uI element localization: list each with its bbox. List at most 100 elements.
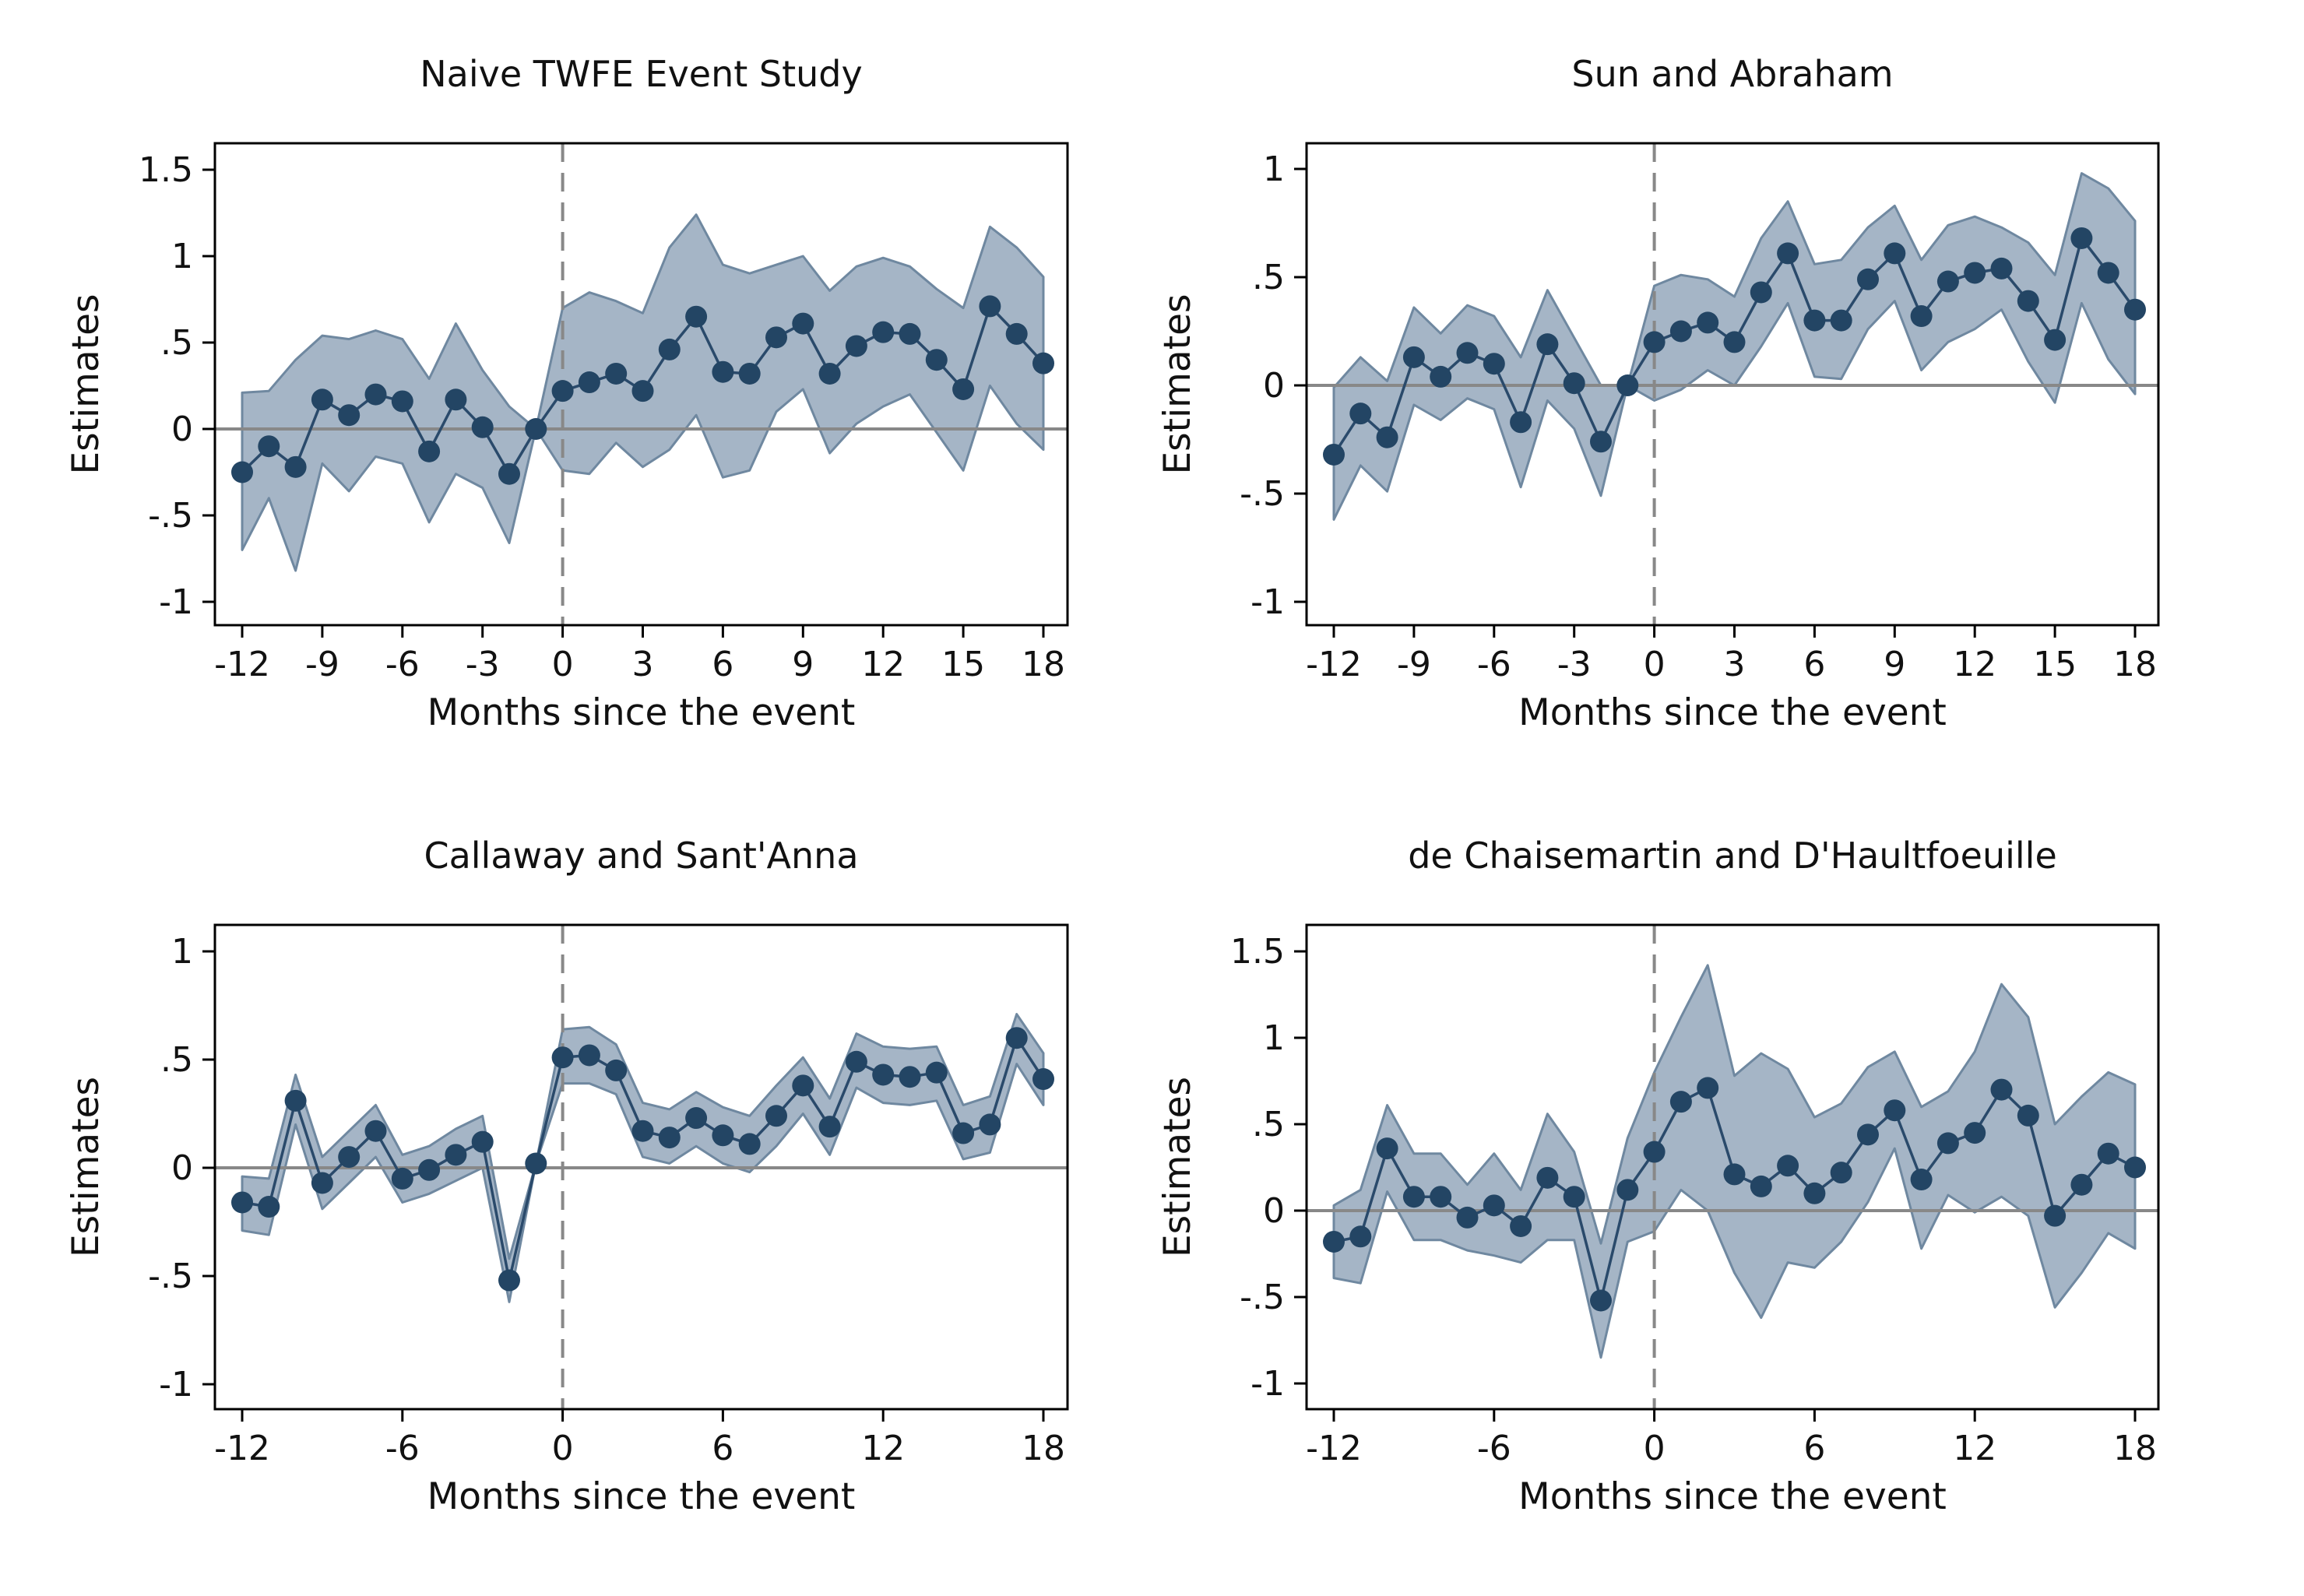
estimate-point xyxy=(1616,374,1639,396)
y-tick-label: -.5 xyxy=(1240,1278,1285,1317)
x-tick-label: -12 xyxy=(1306,1429,1362,1468)
x-tick-label: -12 xyxy=(1306,645,1362,684)
estimate-point xyxy=(658,1127,681,1149)
panel-3: -1 -.5 0 .5 1 -12 -6 0 6 12 18 Callaway and Sant'An… xyxy=(65,835,1069,1518)
estimate-point xyxy=(2097,262,2119,284)
estimate-point xyxy=(1830,309,1852,332)
x-tick-label: 0 xyxy=(1644,1429,1666,1468)
plot-frame xyxy=(213,142,1069,627)
estimate-point xyxy=(1697,311,1719,334)
estimate-point xyxy=(1910,305,1933,328)
estimate-point xyxy=(925,1061,948,1084)
estimate-point xyxy=(1830,1162,1852,1184)
chart-title: Naive TWFE Event Study xyxy=(420,53,862,95)
estimate-point xyxy=(2017,1104,2039,1127)
x-tick-label: -3 xyxy=(1557,645,1592,684)
x-tick-label: 6 xyxy=(1803,1429,1825,1468)
y-tick-label: .5 xyxy=(1252,1105,1285,1144)
estimate-point xyxy=(2070,227,2093,249)
estimate-point xyxy=(1323,1230,1345,1253)
estimate-point xyxy=(792,1074,814,1097)
y-tick-label: -1 xyxy=(159,1365,193,1404)
x-axis-label: Months since the event xyxy=(427,1475,856,1518)
estimate-point xyxy=(1483,353,1505,375)
estimate-point xyxy=(2044,1204,2067,1227)
estimate-point xyxy=(1563,372,1585,395)
estimate-point xyxy=(1723,331,1746,353)
estimate-point xyxy=(2017,290,2039,312)
estimate-point xyxy=(471,1130,494,1153)
estimate-point xyxy=(765,1105,787,1127)
plot-frame xyxy=(1305,923,2160,1411)
estimate-point xyxy=(1803,309,1826,332)
estimate-point xyxy=(1643,331,1666,353)
estimate-point xyxy=(311,388,333,411)
y-tick-label: -.5 xyxy=(148,496,193,536)
estimate-point xyxy=(1430,365,1452,388)
estimate-point xyxy=(1777,242,1799,265)
x-tick-label: 6 xyxy=(712,1429,733,1468)
estimate-point xyxy=(1536,333,1559,356)
x-tick-label: -12 xyxy=(214,645,270,684)
x-tick-label: 3 xyxy=(632,645,654,684)
plot-area xyxy=(1307,143,2158,625)
estimate-point xyxy=(738,1133,761,1155)
x-tick-label: 0 xyxy=(552,645,574,684)
estimate-point xyxy=(712,360,734,383)
estimate-point xyxy=(1456,1206,1479,1229)
estimate-point xyxy=(899,322,921,345)
estimate-point xyxy=(418,440,441,462)
estimate-point xyxy=(1032,1068,1054,1091)
estimate-point xyxy=(1643,1141,1666,1163)
x-tick-label: 18 xyxy=(2113,1429,2157,1468)
x-tick-label: 12 xyxy=(1953,645,1996,684)
estimate-point xyxy=(792,312,814,335)
y-axis-label: Estimates xyxy=(1156,294,1199,474)
estimate-point xyxy=(685,1107,708,1130)
y-tick-label: .5 xyxy=(1252,258,1285,297)
estimate-point xyxy=(738,362,761,385)
estimate-point xyxy=(338,404,361,427)
estimate-point xyxy=(1990,1078,2013,1101)
estimate-point xyxy=(1376,426,1398,448)
estimate-point xyxy=(1697,1077,1719,1099)
estimate-point xyxy=(2070,1173,2093,1196)
y-tick-label: -.5 xyxy=(1240,474,1285,514)
estimate-point xyxy=(1456,342,1479,364)
estimate-point xyxy=(364,1120,387,1142)
estimate-point xyxy=(872,1063,895,1086)
estimate-point xyxy=(712,1124,734,1147)
estimate-point xyxy=(1964,262,1986,284)
x-axis-label: Months since the event xyxy=(1518,691,1947,734)
estimate-point xyxy=(418,1158,441,1181)
estimate-point xyxy=(1723,1163,1746,1186)
x-tick-label: 0 xyxy=(1644,645,1666,684)
estimate-point xyxy=(979,295,1001,318)
estimate-point xyxy=(1884,242,1906,265)
estimate-point xyxy=(1032,352,1054,374)
estimate-point xyxy=(525,418,547,440)
estimate-point xyxy=(1349,403,1372,425)
estimate-point xyxy=(525,1152,547,1175)
estimate-point xyxy=(364,383,387,406)
x-tick-label: 12 xyxy=(861,1429,905,1468)
estimate-point xyxy=(1857,1123,1879,1146)
y-tick-label: .5 xyxy=(160,1040,193,1080)
x-axis-label: Months since the event xyxy=(427,691,856,734)
estimate-point xyxy=(1669,1091,1692,1113)
estimate-point xyxy=(1483,1194,1505,1217)
estimate-point xyxy=(1005,322,1028,345)
estimate-point xyxy=(498,1269,520,1292)
y-tick-label: 0 xyxy=(171,410,193,449)
estimate-point xyxy=(1590,1289,1612,1312)
x-axis-label: Months since the event xyxy=(1518,1475,1947,1518)
estimate-point xyxy=(284,1089,307,1112)
panel-2: -1 -.5 0 .5 1 -12 -9 -6 -3 0 3 6 9 12 15 18 Sun and Abra… xyxy=(1156,53,2160,734)
plot-area xyxy=(215,925,1068,1409)
estimate-point xyxy=(2097,1142,2119,1165)
estimate-point xyxy=(1323,443,1345,466)
y-tick-label: -1 xyxy=(159,582,193,622)
estimate-point xyxy=(1349,1225,1372,1248)
y-axis-label: Estimates xyxy=(65,1077,107,1257)
